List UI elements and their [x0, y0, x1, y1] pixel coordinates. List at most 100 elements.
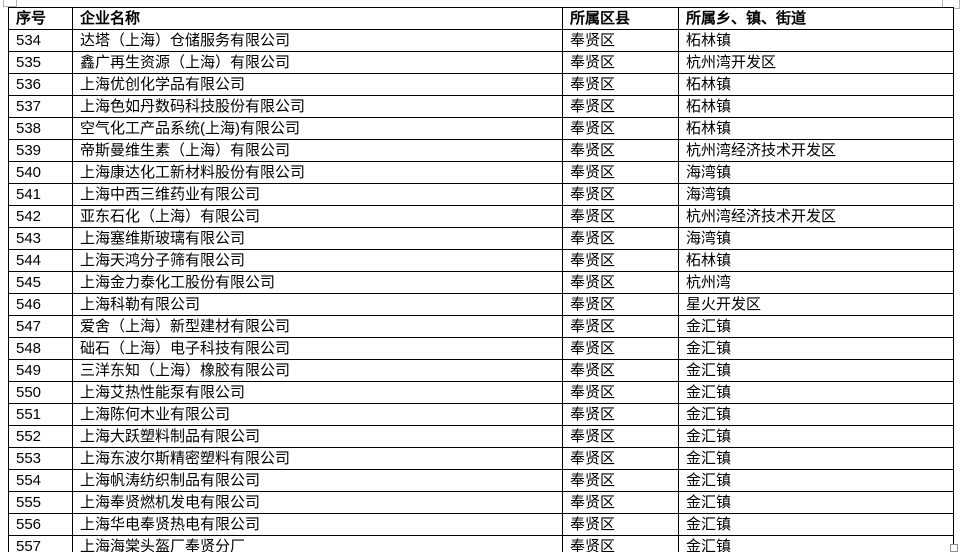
- table-cell[interactable]: 奉贤区: [562, 161, 679, 184]
- table-cell[interactable]: 556: [8, 513, 73, 536]
- table-cell[interactable]: 上海东波尔斯精密塑料有限公司: [72, 447, 563, 470]
- table-cell[interactable]: 上海华电奉贤热电有限公司: [72, 513, 563, 536]
- table-cell[interactable]: 柘林镇: [678, 29, 954, 52]
- table-cell[interactable]: 547: [8, 315, 73, 338]
- column-header-2[interactable]: 所属区县: [562, 7, 679, 30]
- table-cell[interactable]: 545: [8, 271, 73, 294]
- table-cell[interactable]: 555: [8, 491, 73, 514]
- table-cell[interactable]: 538: [8, 117, 73, 140]
- table-cell[interactable]: 金汇镇: [678, 359, 954, 382]
- table-cell[interactable]: 557: [8, 535, 73, 552]
- table-cell[interactable]: 金汇镇: [678, 469, 954, 492]
- table-cell[interactable]: 星火开发区: [678, 293, 954, 316]
- table-cell[interactable]: 539: [8, 139, 73, 162]
- table-cell[interactable]: 达塔（上海）仓储服务有限公司: [72, 29, 563, 52]
- table-cell[interactable]: 三洋东知（上海）橡胶有限公司: [72, 359, 563, 382]
- table-cell[interactable]: 上海陈何木业有限公司: [72, 403, 563, 426]
- table-cell[interactable]: 奉贤区: [562, 139, 679, 162]
- table-cell[interactable]: 金汇镇: [678, 381, 954, 404]
- table-cell[interactable]: 上海天鸿分子筛有限公司: [72, 249, 563, 272]
- table-cell[interactable]: 奉贤区: [562, 271, 679, 294]
- table-cell[interactable]: 亚东石化（上海）有限公司: [72, 205, 563, 228]
- table-cell[interactable]: 奉贤区: [562, 315, 679, 338]
- table-cell[interactable]: 552: [8, 425, 73, 448]
- table-cell[interactable]: 544: [8, 249, 73, 272]
- table-cell[interactable]: 鑫广再生资源（上海）有限公司: [72, 51, 563, 74]
- column-header-3[interactable]: 所属乡、镇、街道: [678, 7, 954, 30]
- table-cell[interactable]: 548: [8, 337, 73, 360]
- table-cell[interactable]: 上海优创化学品有限公司: [72, 73, 563, 96]
- table-cell[interactable]: 空气化工产品系统(上海)有限公司: [72, 117, 563, 140]
- table-cell[interactable]: 奉贤区: [562, 491, 679, 514]
- table-cell[interactable]: 金汇镇: [678, 337, 954, 360]
- table-cell[interactable]: 海湾镇: [678, 227, 954, 250]
- table-cell[interactable]: 金汇镇: [678, 425, 954, 448]
- table-cell[interactable]: 550: [8, 381, 73, 404]
- table-cell[interactable]: 海湾镇: [678, 161, 954, 184]
- table-cell[interactable]: 爱舍（上海）新型建材有限公司: [72, 315, 563, 338]
- table-cell[interactable]: 541: [8, 183, 73, 206]
- table-cell[interactable]: 542: [8, 205, 73, 228]
- table-cell[interactable]: 奉贤区: [562, 51, 679, 74]
- table-cell[interactable]: 奉贤区: [562, 469, 679, 492]
- table-cell[interactable]: 奉贤区: [562, 205, 679, 228]
- table-cell[interactable]: 金汇镇: [678, 535, 954, 552]
- table-cell[interactable]: 上海科勒有限公司: [72, 293, 563, 316]
- table-cell[interactable]: 奉贤区: [562, 249, 679, 272]
- table-cell[interactable]: 杭州湾: [678, 271, 954, 294]
- table-cell[interactable]: 奉贤区: [562, 447, 679, 470]
- table-cell[interactable]: 杭州湾经济技术开发区: [678, 139, 954, 162]
- selection-handle[interactable]: [950, 544, 958, 552]
- table-cell[interactable]: 奉贤区: [562, 337, 679, 360]
- table-cell[interactable]: 金汇镇: [678, 403, 954, 426]
- table-cell[interactable]: 海湾镇: [678, 183, 954, 206]
- table-cell[interactable]: 上海中西三维药业有限公司: [72, 183, 563, 206]
- table-cell[interactable]: 554: [8, 469, 73, 492]
- table-cell[interactable]: 柘林镇: [678, 73, 954, 96]
- table-cell[interactable]: 上海奉贤燃机发电有限公司: [72, 491, 563, 514]
- table-cell[interactable]: 柘林镇: [678, 117, 954, 140]
- table-cell[interactable]: 546: [8, 293, 73, 316]
- table-cell[interactable]: 奉贤区: [562, 359, 679, 382]
- column-header-1[interactable]: 企业名称: [72, 7, 563, 30]
- table-cell[interactable]: 奉贤区: [562, 403, 679, 426]
- table-cell[interactable]: 537: [8, 95, 73, 118]
- table-cell[interactable]: 540: [8, 161, 73, 184]
- table-cell[interactable]: 536: [8, 73, 73, 96]
- table-cell[interactable]: 奉贤区: [562, 117, 679, 140]
- table-cell[interactable]: 上海帆涛纺织制品有限公司: [72, 469, 563, 492]
- table-cell[interactable]: 上海色如丹数码科技股份有限公司: [72, 95, 563, 118]
- table-cell[interactable]: 534: [8, 29, 73, 52]
- table-cell[interactable]: 奉贤区: [562, 227, 679, 250]
- table-cell[interactable]: 奉贤区: [562, 381, 679, 404]
- column-header-0[interactable]: 序号: [8, 7, 73, 30]
- table-cell[interactable]: 金汇镇: [678, 491, 954, 514]
- table-cell[interactable]: 帝斯曼维生素（上海）有限公司: [72, 139, 563, 162]
- table-cell[interactable]: 奉贤区: [562, 293, 679, 316]
- table-cell[interactable]: 奉贤区: [562, 535, 679, 552]
- table-cell[interactable]: 奉贤区: [562, 73, 679, 96]
- table-cell[interactable]: 553: [8, 447, 73, 470]
- table-cell[interactable]: 551: [8, 403, 73, 426]
- table-cell[interactable]: 上海金力泰化工股份有限公司: [72, 271, 563, 294]
- table-cell[interactable]: 上海康达化工新材料股份有限公司: [72, 161, 563, 184]
- table-cell[interactable]: 奉贤区: [562, 29, 679, 52]
- table-cell[interactable]: 535: [8, 51, 73, 74]
- table-cell[interactable]: 奉贤区: [562, 95, 679, 118]
- table-cell[interactable]: 奉贤区: [562, 513, 679, 536]
- table-cell[interactable]: 上海艾热性能泵有限公司: [72, 381, 563, 404]
- table-cell[interactable]: 上海塞维斯玻璃有限公司: [72, 227, 563, 250]
- table-cell[interactable]: 543: [8, 227, 73, 250]
- table-cell[interactable]: 础石（上海）电子科技有限公司: [72, 337, 563, 360]
- table-cell[interactable]: 柘林镇: [678, 95, 954, 118]
- table-cell[interactable]: 金汇镇: [678, 447, 954, 470]
- table-cell[interactable]: 上海大跃塑料制品有限公司: [72, 425, 563, 448]
- table-cell[interactable]: 上海海棠头盔厂奉贤分厂: [72, 535, 563, 552]
- table-cell[interactable]: 549: [8, 359, 73, 382]
- table-cell[interactable]: 奉贤区: [562, 183, 679, 206]
- table-cell[interactable]: 奉贤区: [562, 425, 679, 448]
- table-cell[interactable]: 柘林镇: [678, 249, 954, 272]
- table-cell[interactable]: 杭州湾开发区: [678, 51, 954, 74]
- table-cell[interactable]: 金汇镇: [678, 315, 954, 338]
- table-cell[interactable]: 杭州湾经济技术开发区: [678, 205, 954, 228]
